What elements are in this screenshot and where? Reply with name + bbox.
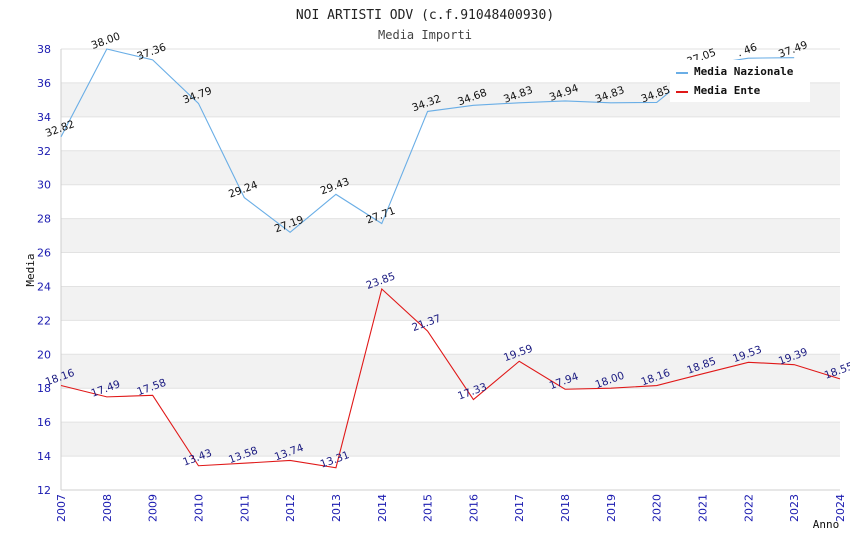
y-tick-label: 34: [37, 111, 51, 124]
y-tick-label: 36: [37, 77, 51, 90]
y-axis-label: Media: [24, 253, 37, 286]
legend-label-ente: Media Ente: [694, 84, 761, 97]
legend-label-nazionale: Media Nazionale: [694, 65, 794, 78]
y-tick-label: 22: [37, 314, 51, 327]
series-line-ente: [60, 287, 841, 469]
x-tick-label: 2018: [559, 494, 572, 522]
y-tick-label: 12: [37, 484, 51, 497]
grid-band: [61, 218, 840, 253]
y-tick-label: 38: [37, 43, 51, 56]
legend: Media Nazionale Media Ente: [670, 60, 810, 102]
x-tick-label: 2016: [467, 494, 480, 522]
x-tick-label: 2015: [422, 494, 435, 522]
legend-background: [670, 60, 810, 102]
y-tick-label: 20: [37, 348, 51, 361]
x-tick-label: 2010: [192, 494, 205, 522]
x-tick-label: 2024: [834, 494, 847, 522]
x-tick-label: 2012: [284, 494, 297, 522]
x-tick-label: 2014: [376, 494, 389, 522]
grid-band: [61, 150, 840, 185]
data-label-nazionale: . 46: [736, 41, 759, 59]
y-tick-label: 18: [37, 382, 51, 395]
grid-band: [61, 422, 840, 457]
y-axis-ticks: 12 14 16 18 20 22 24 26 28 30 32 34 36 38: [37, 43, 51, 497]
chart-title: NOI ARTISTI ODV (c.f.91048400930): [296, 8, 554, 23]
x-tick-label: 2011: [238, 494, 251, 522]
grid-bands: [61, 82, 840, 457]
x-tick-label: 2021: [697, 494, 710, 522]
y-tick-label: 28: [37, 213, 51, 226]
y-tick-label: 16: [37, 416, 51, 429]
x-tick-label: 2017: [513, 494, 526, 522]
x-tick-label: 2019: [605, 494, 618, 522]
x-tick-label: 2023: [788, 494, 801, 522]
plot-frame: [60, 48, 840, 491]
x-tick-label: 2020: [651, 494, 664, 522]
x-tick-label: 2008: [101, 494, 114, 522]
y-tick-label: 26: [37, 247, 51, 260]
x-tick-label: 2009: [147, 494, 160, 522]
y-tick-label: 30: [37, 179, 51, 192]
y-tick-label: 24: [37, 280, 51, 293]
x-tick-label: 2007: [55, 494, 68, 522]
x-axis-label: Anno: [813, 518, 840, 531]
grid-band: [61, 286, 840, 321]
grid-band: [61, 354, 840, 389]
x-tick-label: 2013: [330, 494, 343, 522]
y-tick-label: 32: [37, 145, 51, 158]
chart-subtitle: Media Importi: [378, 28, 472, 42]
y-tick-label: 14: [37, 450, 51, 463]
x-axis-ticks: 2007 2008 2009 2010 2011 2012 2013 2014 2015 2016…: [55, 494, 847, 522]
x-tick-label: 2022: [742, 494, 755, 522]
